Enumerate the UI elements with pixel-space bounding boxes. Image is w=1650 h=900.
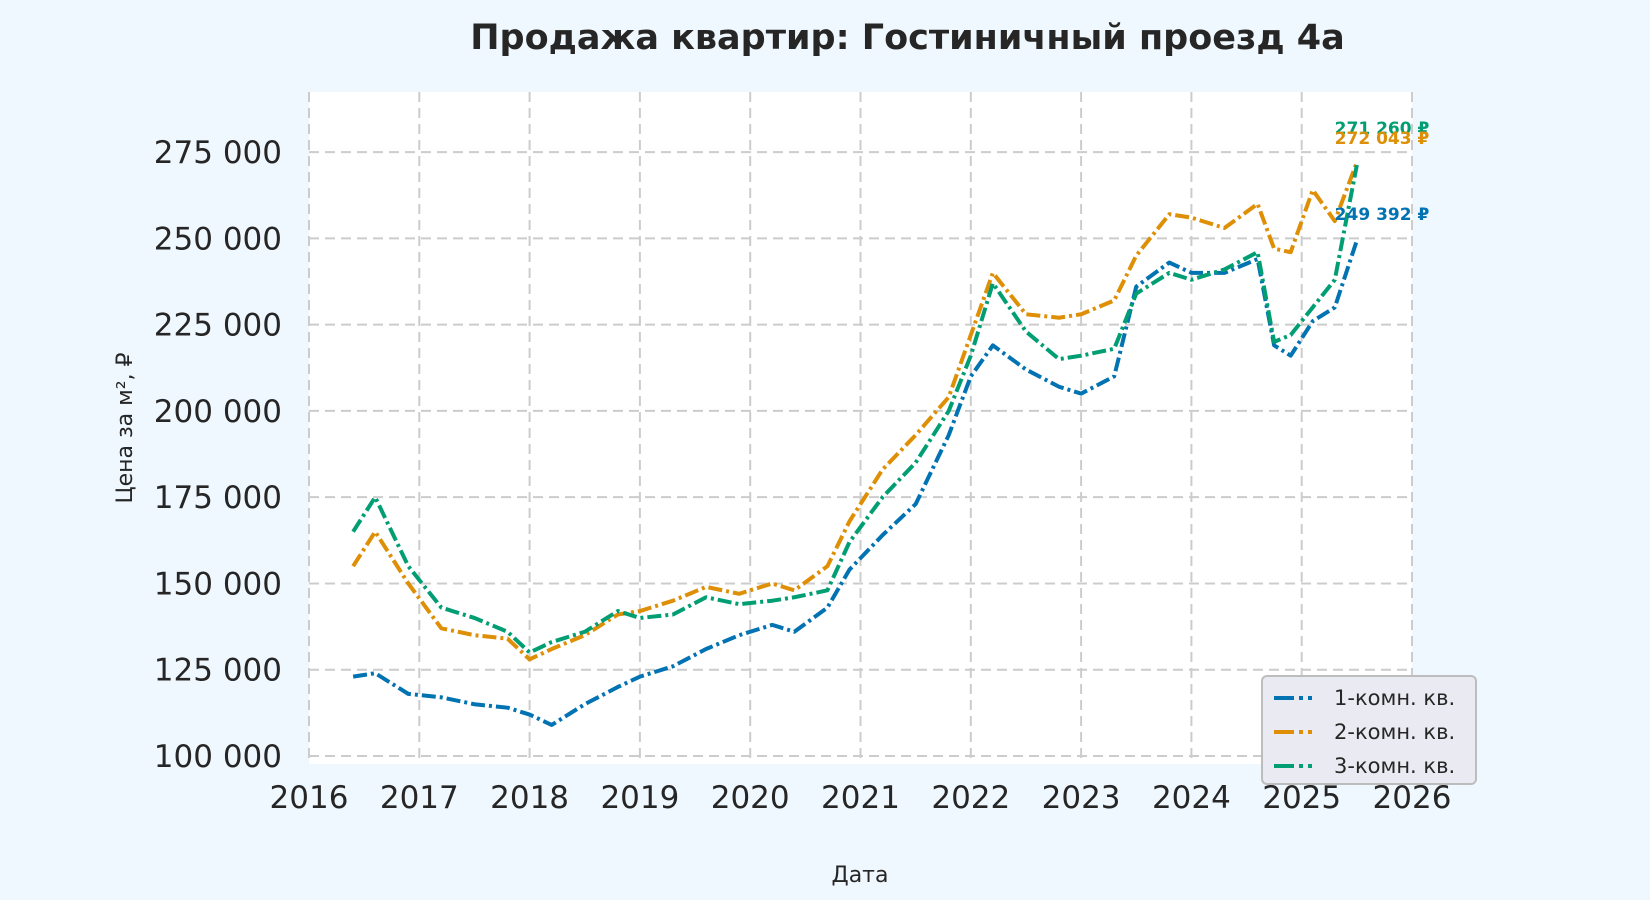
y-tick-label: 200 000 [154,394,282,430]
y-tick-label: 225 000 [154,308,282,344]
grid [308,92,1413,764]
x-tick-label: 2024 [1152,780,1231,816]
x-tick-label: 2019 [600,780,679,816]
x-axis-label: Дата [832,863,889,888]
x-tick-label: 2017 [380,780,459,816]
x-axis-ticks: 2016 2017 2018 2019 2020 2021 2022 2023 2024 2025… [270,780,1452,816]
series-lines [351,161,1359,727]
x-tick-label: 2022 [931,780,1010,816]
y-tick-label: 175 000 [154,480,282,516]
y-tick-label: 125 000 [154,653,282,689]
x-tick-label: 2023 [1042,780,1121,816]
chart-title: Продажа квартир: Гостиничный проезд 4а [470,18,1345,58]
x-tick-label: 2018 [490,780,569,816]
x-tick-label: 2025 [1262,780,1341,816]
y-axis-label: Цена за м², ₽ [113,352,138,503]
end-annotations: 271 260 ₽272 043 ₽ 249 392 ₽ [1335,119,1430,225]
value-annotation: 272 043 ₽ [1335,129,1430,149]
series-line [352,239,1359,727]
x-tick-label: 2016 [270,780,349,816]
y-tick-label: 250 000 [154,221,282,257]
x-tick-label: 2021 [821,780,900,816]
legend-label: 3-комн. кв. [1334,754,1455,778]
value-annotation: 249 392 ₽ [1335,205,1430,225]
legend-label: 1-комн. кв. [1334,686,1455,710]
series-line [351,164,1359,655]
legend: 1-комн. кв. 2-комн. кв. 3-комн. кв. [1261,675,1477,785]
y-axis-ticks: 100 000 125 000 150 000 175 000 200 000 225 0… [154,135,282,775]
value-annotation: 271 260 ₽ [1335,119,1430,139]
y-tick-label: 150 000 [154,566,282,602]
series-line [351,161,1359,662]
legend-label: 2-комн. кв. [1334,720,1455,744]
x-tick-label: 2026 [1373,780,1452,816]
x-tick-label: 2020 [711,780,790,816]
y-tick-label: 275 000 [154,135,282,171]
y-tick-label: 100 000 [154,739,282,775]
